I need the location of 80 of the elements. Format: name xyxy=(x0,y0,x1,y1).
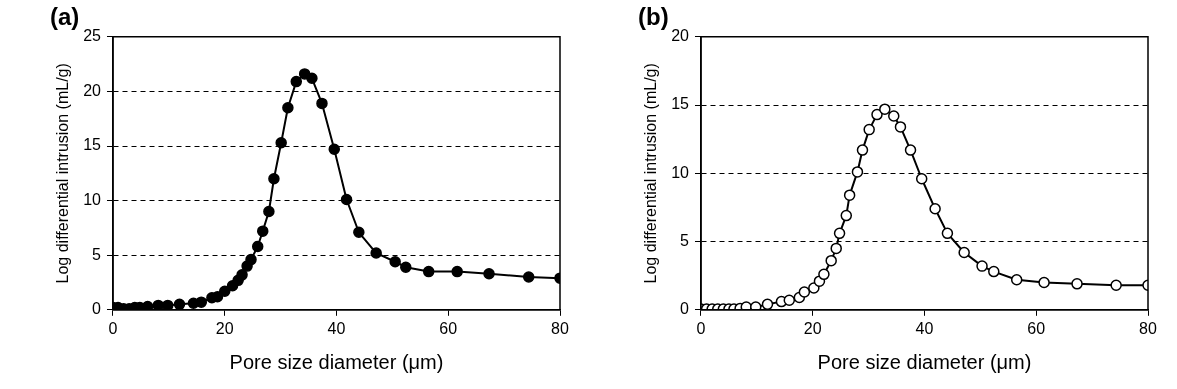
point xyxy=(1071,278,1083,290)
point xyxy=(328,143,341,156)
y-tick-label: 0 xyxy=(680,300,690,318)
point xyxy=(761,298,774,310)
x-tick-label: 60 xyxy=(1027,319,1046,337)
point xyxy=(798,286,811,298)
y-tick-label: 15 xyxy=(83,136,102,154)
y-tick-label: 20 xyxy=(83,81,102,99)
point xyxy=(268,173,280,185)
point xyxy=(173,298,186,310)
point xyxy=(888,110,900,122)
point xyxy=(871,108,883,121)
point xyxy=(306,72,318,85)
point xyxy=(162,299,174,310)
point xyxy=(904,144,917,156)
point xyxy=(929,203,941,215)
y-axis-title: Log differential intrusion (mL/g) xyxy=(54,63,72,284)
chart-title: (a) xyxy=(50,3,80,31)
y-tick-label: 20 xyxy=(671,27,690,45)
point xyxy=(976,260,988,272)
point xyxy=(370,247,382,259)
point xyxy=(219,285,231,297)
point xyxy=(290,75,303,88)
y-tick-label: 5 xyxy=(92,245,102,263)
x-tick-label: 20 xyxy=(803,319,822,337)
point xyxy=(856,144,869,156)
point xyxy=(251,240,264,253)
point xyxy=(389,256,401,268)
point xyxy=(451,265,463,278)
point xyxy=(340,193,353,206)
y-axis-title: Log differential intrusion (mL/g) xyxy=(642,63,660,284)
point xyxy=(851,166,864,178)
point xyxy=(825,254,837,267)
point xyxy=(1010,274,1023,286)
x-tick-label: 40 xyxy=(327,319,346,337)
point xyxy=(988,265,1000,278)
y-tick-label: 15 xyxy=(671,95,690,113)
x-tick-label: 0 xyxy=(696,319,706,337)
x-tick-label: 80 xyxy=(1139,319,1157,337)
point xyxy=(818,268,830,281)
y-tick-label: 5 xyxy=(680,231,690,249)
chart-title: (b) xyxy=(638,3,669,31)
point xyxy=(750,301,762,310)
x-axis-title: Pore size diameter (μm) xyxy=(817,350,1032,373)
point xyxy=(483,268,495,280)
point xyxy=(833,227,846,240)
x-tick-label: 40 xyxy=(915,319,934,337)
point xyxy=(275,136,287,149)
point xyxy=(282,102,294,114)
y-tick-label: 0 xyxy=(92,300,102,318)
point xyxy=(941,227,954,240)
x-tick-label: 20 xyxy=(215,319,234,337)
x-tick-label: 0 xyxy=(108,319,118,337)
point xyxy=(195,296,208,308)
point xyxy=(843,189,856,201)
x-tick-label: 60 xyxy=(439,319,458,337)
point xyxy=(863,123,875,136)
point xyxy=(894,121,907,133)
point xyxy=(422,265,435,278)
point xyxy=(353,226,365,239)
point xyxy=(1110,279,1122,291)
point xyxy=(1038,276,1050,289)
point xyxy=(263,205,275,218)
point xyxy=(316,97,328,110)
point xyxy=(400,261,412,273)
point xyxy=(958,246,970,259)
point xyxy=(915,173,928,185)
point xyxy=(245,253,257,266)
y-tick-label: 25 xyxy=(83,27,102,45)
point xyxy=(236,269,248,281)
point xyxy=(830,242,842,255)
point xyxy=(783,294,796,306)
point xyxy=(522,271,535,283)
y-tick-label: 10 xyxy=(671,163,690,181)
y-tick-label: 10 xyxy=(83,191,102,209)
x-axis-title: Pore size diameter (μm) xyxy=(229,350,444,373)
x-tick-label: 80 xyxy=(551,319,569,337)
point xyxy=(879,103,891,115)
point xyxy=(256,225,269,237)
point xyxy=(840,209,853,222)
